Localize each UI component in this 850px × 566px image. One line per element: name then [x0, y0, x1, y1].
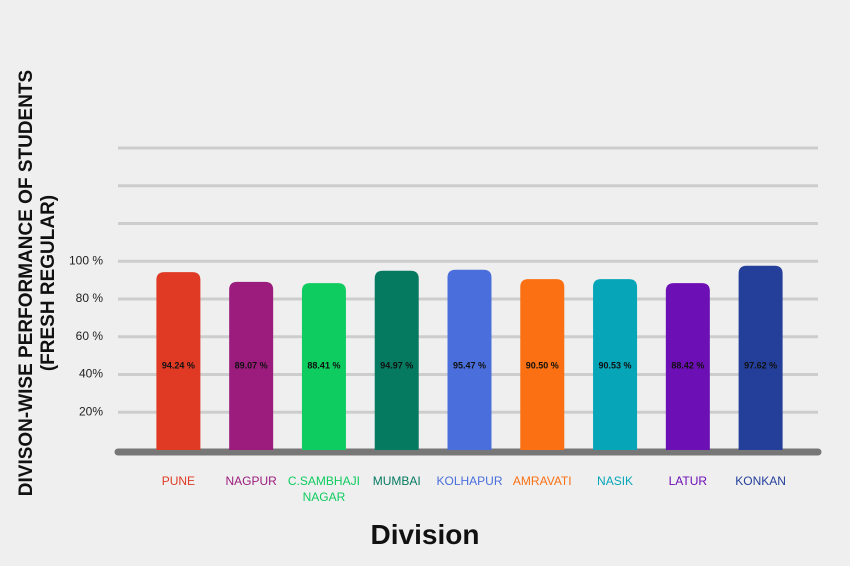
- x-tick-label: NAGPUR: [225, 474, 277, 488]
- x-tick-label: C.SAMBHAJI NAGAR: [287, 474, 360, 504]
- value-label: 88.41 %: [307, 360, 340, 370]
- bar: [520, 279, 565, 450]
- y-tick-label: 40%: [79, 367, 103, 381]
- x-tick-label: KOLHAPUR: [436, 474, 503, 488]
- bar: [374, 270, 419, 450]
- value-label: 97.62 %: [744, 360, 777, 370]
- value-label: 95.47 %: [453, 360, 486, 370]
- bar: [156, 272, 201, 450]
- value-label: 94.97 %: [380, 360, 413, 370]
- y-tick-label: 20%: [79, 404, 103, 418]
- y-tick-label: 80 %: [76, 291, 104, 305]
- y-tick-label: 60 %: [76, 329, 104, 343]
- bar: [229, 281, 274, 450]
- y-axis-title: DIVISON-WISE PERFORMANCE OF STUDENTS (FR…: [16, 69, 59, 497]
- y-tick-label: 100 %: [69, 253, 103, 267]
- x-tick-label: KONKAN: [735, 474, 786, 488]
- x-tick-label: AMRAVATI: [512, 474, 572, 488]
- bar: [593, 279, 638, 450]
- x-tick-label: LATUR: [668, 474, 708, 488]
- value-label: 94.24 %: [162, 360, 195, 370]
- value-label: 90.53 %: [599, 360, 632, 370]
- x-axis-title: Division: [370, 519, 480, 550]
- value-label: 90.50 %: [526, 360, 559, 370]
- bar: [738, 265, 783, 450]
- x-tick-label: NASIK: [597, 474, 634, 488]
- value-label: 89.07 %: [235, 360, 268, 370]
- x-tick-label: MUMBAI: [372, 474, 421, 488]
- bar: [665, 283, 710, 450]
- bar: [301, 283, 346, 450]
- value-label: 88.42 %: [671, 360, 704, 370]
- bar: [447, 269, 492, 450]
- x-tick-label: PUNE: [161, 474, 196, 488]
